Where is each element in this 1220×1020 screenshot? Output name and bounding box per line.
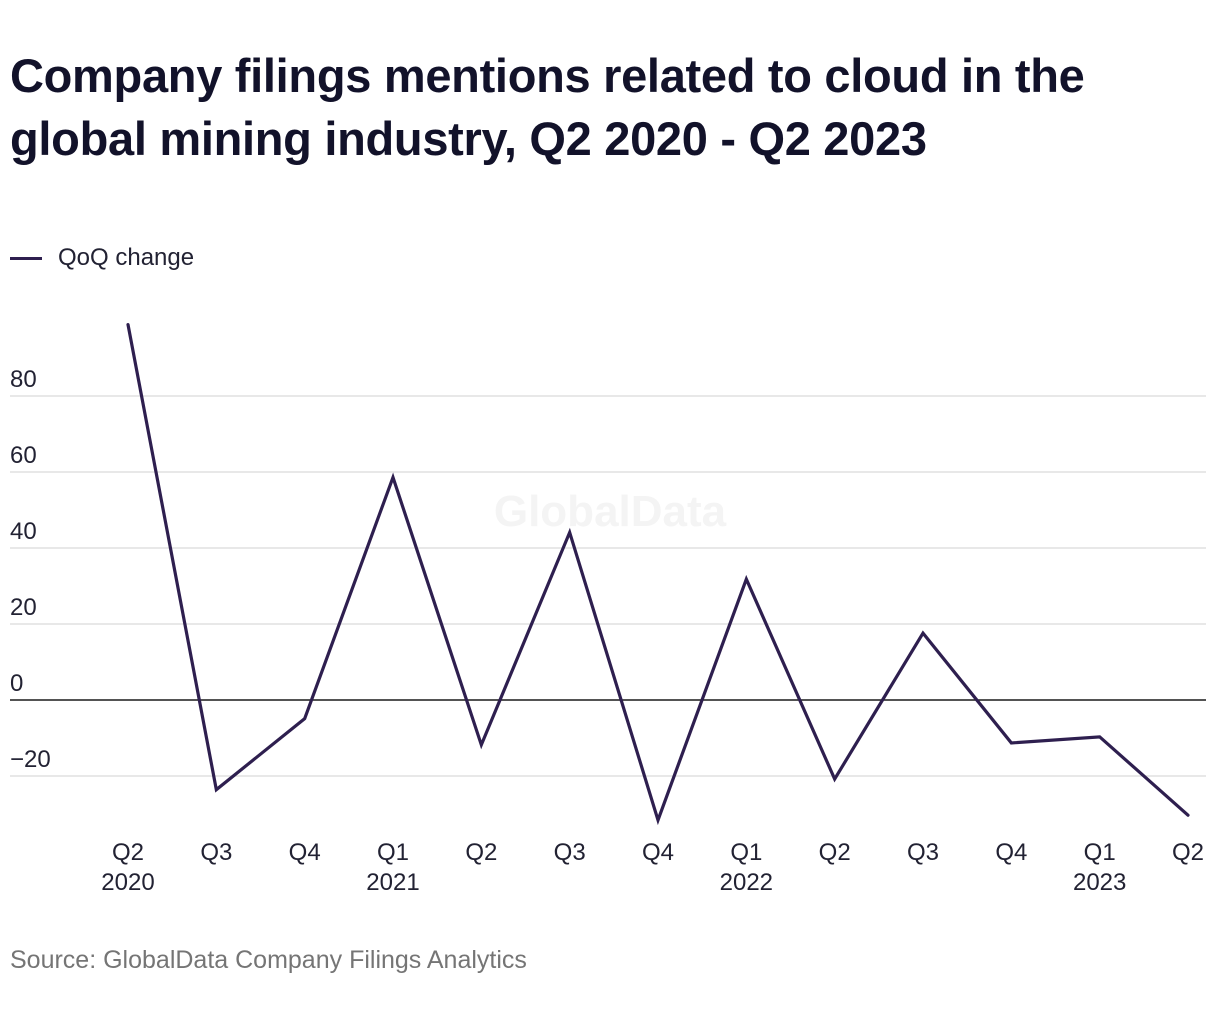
x-tick-year-label: 2022	[720, 869, 773, 896]
x-tick-label: Q2	[819, 839, 851, 866]
legend-label: QoQ change	[58, 244, 195, 271]
source-note: Source: GlobalData Company Filings Analy…	[10, 946, 527, 974]
y-tick-label: 0	[10, 670, 23, 697]
y-tick-label: 60	[10, 442, 37, 469]
x-tick-year-label: 2021	[366, 869, 419, 896]
x-tick-year-label: 2023	[1073, 869, 1126, 896]
x-tick-label: Q1	[1084, 839, 1116, 866]
series-line	[126, 322, 1190, 826]
legend-swatch	[10, 256, 42, 260]
x-tick-label: Q3	[200, 839, 232, 866]
x-tick-label: Q2	[465, 839, 497, 866]
y-tick-label: 20	[10, 594, 37, 621]
y-tick-label: 80	[10, 366, 37, 393]
x-tick-label: Q4	[642, 839, 674, 866]
x-tick-label: Q1	[730, 839, 762, 866]
x-tick-label: Q3	[907, 839, 939, 866]
x-tick-label: Q3	[554, 839, 586, 866]
x-tick-label: Q4	[995, 839, 1027, 866]
x-tick-year-label: 2020	[101, 869, 154, 896]
y-tick-label: 40	[10, 518, 37, 545]
y-tick-label: −20	[10, 746, 51, 773]
x-tick-label: Q2	[1172, 839, 1204, 866]
x-tick-label: Q2	[112, 839, 144, 866]
x-tick-label: Q1	[377, 839, 409, 866]
chart-title: Company filings mentions related to clou…	[10, 49, 1085, 165]
x-tick-label: Q4	[289, 839, 321, 866]
watermark: GlobalData	[494, 487, 727, 536]
legend: QoQ change	[10, 244, 194, 272]
